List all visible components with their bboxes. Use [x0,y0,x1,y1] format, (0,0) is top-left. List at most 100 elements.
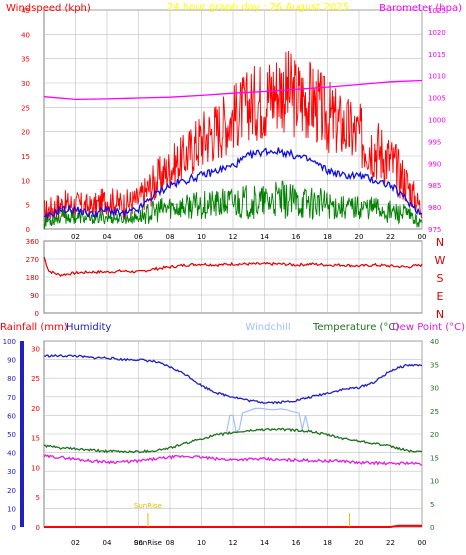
wind-speed-tick-label: 5 [26,202,30,210]
wind-speed-tick-label: 10 [21,177,30,185]
temperature-label: Temperature (°C) [312,322,399,333]
dewpoint-label: Dew Point (°C) [392,322,465,333]
temperature-line [44,427,423,454]
chart-title: 24 hour graph day : 26 August 2025 [167,2,349,13]
rainfall-tick-label: 15 [31,435,40,443]
wind-speed-tick-label: 0 [26,226,30,234]
temperature-hour-tick-label: 12 [229,539,238,547]
humidity-tick-label: 80 [7,375,16,383]
temperature-hour-tick-label: 20 [355,539,364,547]
barometer-tick-label: 1005 [428,95,446,103]
windchill-label: Windchill [245,322,290,333]
temperature-tick-label: 25 [430,408,439,416]
windspeed-axis-label: Windspeed (kph) [6,3,91,14]
humidity-tick-label: 40 [7,450,16,458]
temperature-tick-label: 0 [430,524,434,532]
wind-speed-tick-label: 30 [21,80,30,88]
temperature-hour-tick-label: 16 [292,539,301,547]
direction-panel-grid [44,241,423,313]
compass-label: N [436,236,444,249]
temperature-hour-tick-label: 02 [71,539,80,547]
temperature-hour-tick-label: 04 [103,539,112,547]
sunrise-axis-label: SunRise [134,539,162,547]
barometer-tick-label: 1020 [428,29,446,37]
temperature-hour-tick-label: 06 [134,539,143,547]
wind-hour-tick-label: 02 [71,233,80,241]
barometer-tick-label: 1000 [428,117,446,125]
barometer-tick-label: 1010 [428,73,446,81]
barometer-axis-label: Barometer (hpa) [379,3,462,14]
wind-gust-line [43,50,423,223]
temperature-hour-tick-label: 08 [166,539,175,547]
humidity-tick-label: 20 [7,487,16,495]
rainfall-tick-label: 5 [36,494,40,502]
compass-label: N [436,308,444,321]
barometer-ticks: 975 980 985 990 995 1000 1005 1010 1015 1020 1025 [428,7,446,234]
wind-hour-tick-label: 08 [166,233,175,241]
wind-gust-series [43,50,423,223]
compass-label: E [437,290,444,303]
wind-min-series [43,180,423,229]
rainfall-line [44,524,422,528]
temperature-tick-label: 5 [430,501,434,509]
humidity-line [43,354,423,405]
rainfall-label: Rainfall (mm) [0,322,68,333]
temperature-hour-ticks: 02 04 06 08 10 12 14 16 18 20 22 00 [71,539,426,547]
wind-speed-tick-label: 20 [21,129,30,137]
temperature-tick-label: 10 [430,478,439,486]
direction-tick-label: 360 [26,238,39,246]
wind-speed-tick-label: 15 [21,153,30,161]
direction-tick-label: 90 [30,292,39,300]
barometer-tick-label: 980 [428,204,441,212]
wind-hour-tick-label: 14 [260,233,269,241]
wind-speed-tick-label: 40 [21,31,30,39]
direction-tick-label: 0 [35,310,39,318]
wind-speed-tick-label: 45 [21,7,30,15]
rainfall-ticks: 0 5 10 15 20 25 30 [31,345,40,532]
temperature-tick-label: 35 [430,361,439,369]
wind-average-line [43,147,423,221]
sun-markers: SunRise SunRise [134,502,351,547]
humidity-tick-label: 100 [3,338,16,346]
rainfall-tick-label: 0 [36,524,40,532]
humidity-tick-label: 50 [7,431,16,439]
temperature-tick-label: 15 [430,454,439,462]
rainfall-tick-label: 30 [31,345,40,353]
wind-hour-tick-label: 20 [355,233,364,241]
barometer-tick-label: 1025 [428,7,446,15]
direction-ticks: 360 270 180 90 0 [26,238,39,318]
direction-tick-label: 180 [26,274,39,282]
rainfall-tick-label: 10 [31,464,40,472]
windchill-line [226,407,310,433]
temperature-hour-tick-label: 00 [418,539,427,547]
humidity-tick-label: 30 [7,468,16,476]
wind-direction-line [43,256,423,278]
wind-speed-ticks: 0 5 10 15 20 25 30 35 40 45 [21,7,30,234]
temperature-tick-label: 30 [430,385,439,393]
wind-hour-tick-label: 12 [229,233,238,241]
humidity-ticks: 0 10 20 30 40 50 60 70 80 90 100 [3,338,16,532]
direction-tick-label: 270 [26,256,39,264]
dewpoint-line [43,454,423,466]
barometer-tick-label: 985 [428,182,441,190]
humidity-tick-label: 70 [7,394,16,402]
wind-min-line [43,180,423,229]
wind-hour-tick-label: 22 [386,233,395,241]
temperature-ticks: 0 5 10 15 20 25 30 35 40 [430,338,439,532]
humidity-tick-label: 60 [7,412,16,420]
temperature-hour-tick-label: 18 [323,539,332,547]
barometer-tick-label: 1015 [428,51,446,59]
wind-hour-tick-label: 10 [197,233,206,241]
barometer-tick-label: 990 [428,160,441,168]
temperature-tick-label: 40 [430,338,439,346]
barometer-tick-label: 995 [428,138,441,146]
compass-label: S [437,272,444,285]
wind-speed-tick-label: 25 [21,104,30,112]
wind-hour-tick-label: 04 [103,233,112,241]
wind-speed-tick-label: 35 [21,56,30,64]
barometer-line [43,79,423,101]
